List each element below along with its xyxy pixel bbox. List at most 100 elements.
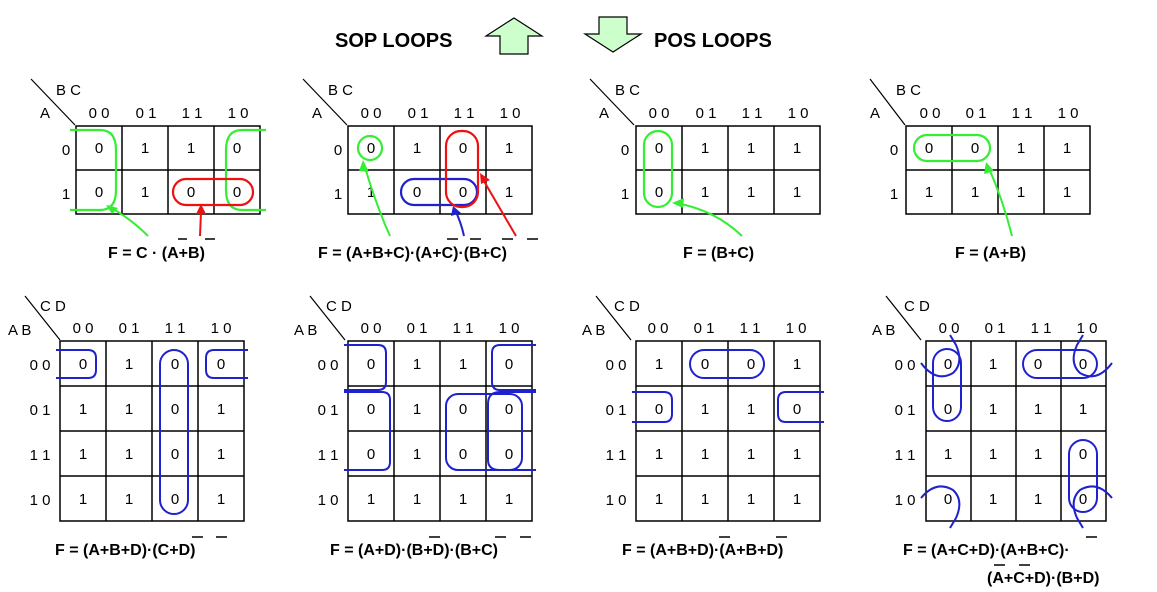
row-var-label: A B xyxy=(872,322,895,339)
green-pointer-arrow xyxy=(987,165,1013,237)
cell: 0 xyxy=(701,356,709,373)
col-header: 0 0 xyxy=(649,105,670,122)
row-var-label: A B xyxy=(294,322,317,339)
cell: 1 xyxy=(125,356,133,373)
col-header: 0 0 xyxy=(648,320,669,337)
cell: 0 xyxy=(971,140,979,157)
col-header: 0 1 xyxy=(985,320,1006,337)
row-header: 0 xyxy=(890,142,898,159)
cell: 1 xyxy=(701,184,709,201)
cell: 1 xyxy=(1079,401,1087,418)
cell: 0 xyxy=(217,356,225,373)
blue-wrap-loop-left xyxy=(56,349,97,379)
cell: 0 xyxy=(367,140,375,157)
kmap-6: C D A B 0 0 0 1 1 1 1 0 0 0 0 1 1 1 1 0 … xyxy=(294,295,536,559)
red-loop xyxy=(171,177,255,207)
cell: 1 xyxy=(1034,446,1042,463)
col-header: 1 0 xyxy=(211,320,232,337)
cell: 0 xyxy=(944,356,952,373)
cell: 1 xyxy=(655,356,663,373)
cell: 1 xyxy=(505,140,513,157)
formula: F = (A+D)·(B+D)·(B+C) xyxy=(330,542,498,559)
blue-wrap-loop-right xyxy=(777,391,824,423)
cell: 0 xyxy=(747,356,755,373)
row-header: 1 xyxy=(890,186,898,203)
cell: 1 xyxy=(747,446,755,463)
cell: 0 xyxy=(95,140,103,157)
row-header: 1 0 xyxy=(30,492,51,509)
cell: 1 xyxy=(413,356,421,373)
cell: 1 xyxy=(1063,140,1071,157)
row-header: 0 1 xyxy=(606,402,627,419)
cell: 0 xyxy=(233,140,241,157)
col-header: 0 0 xyxy=(361,105,382,122)
header: SOP LOOPS POS LOOPS xyxy=(335,16,772,55)
cell: 0 xyxy=(187,184,195,201)
cell: 1 xyxy=(79,446,87,463)
green-wrap-loop-left xyxy=(70,128,118,212)
cell: 1 xyxy=(459,491,467,508)
cell: 0 xyxy=(655,401,663,418)
cell: 1 xyxy=(989,446,997,463)
row-header: 0 0 xyxy=(606,357,627,374)
row-header: 1 1 xyxy=(318,447,339,464)
col-header: 1 0 xyxy=(1077,320,1098,337)
col-header: 1 1 xyxy=(1012,105,1033,122)
green-wrap-loop-right xyxy=(224,128,266,212)
cell: 1 xyxy=(971,184,979,201)
cell: 1 xyxy=(655,491,663,508)
cell: 1 xyxy=(701,446,709,463)
blue-wrap-loop xyxy=(491,344,536,391)
cell: 1 xyxy=(505,184,513,201)
red-loop xyxy=(444,129,480,209)
cell: 1 xyxy=(1063,184,1071,201)
formula: F = (A+B+D)·(C+D) xyxy=(55,542,195,559)
cell: 0 xyxy=(505,356,513,373)
cell: 1 xyxy=(793,140,801,157)
cell: 1 xyxy=(989,356,997,373)
blue-column-loop xyxy=(932,348,962,422)
cell: 1 xyxy=(793,491,801,508)
cell: 1 xyxy=(217,446,225,463)
col-var-label: C D xyxy=(40,298,66,315)
cell: 1 xyxy=(367,184,375,201)
blue-row-loop xyxy=(1022,349,1098,379)
cell: 0 xyxy=(1079,491,1087,508)
cell: 1 xyxy=(125,491,133,508)
cell: 1 xyxy=(187,140,195,157)
cell: 0 xyxy=(95,184,103,201)
cell: 0 xyxy=(1079,446,1087,463)
row-var-label: A B xyxy=(582,322,605,339)
kmap-3: B C A 0 0 0 1 1 1 1 0 0 1 0 1 1 1 0 1 1 … xyxy=(589,78,821,262)
cell: 1 xyxy=(989,401,997,418)
col-var-label: C D xyxy=(326,298,352,315)
cell: 0 xyxy=(944,491,952,508)
cell: 1 xyxy=(1017,184,1025,201)
cell: 1 xyxy=(125,401,133,418)
row-header: 1 0 xyxy=(895,492,916,509)
col-header: 0 1 xyxy=(696,105,717,122)
row-header: 0 0 xyxy=(318,357,339,374)
col-header: 0 1 xyxy=(408,105,429,122)
col-header: 1 1 xyxy=(1031,320,1052,337)
cell: 1 xyxy=(793,446,801,463)
col-header: 1 1 xyxy=(453,320,474,337)
cell: 0 xyxy=(505,446,513,463)
cell: 1 xyxy=(217,401,225,418)
blue-wrap-loop xyxy=(344,344,387,391)
row-var-label: A xyxy=(312,105,322,122)
col-var-label: B C xyxy=(56,82,81,99)
row-header: 0 xyxy=(62,142,70,159)
formula-line-2: (A+C+D)·(B+D) xyxy=(987,570,1099,587)
col-header: 0 0 xyxy=(89,105,110,122)
red-pointer-arrow xyxy=(199,211,202,237)
col-var-label: B C xyxy=(896,82,921,99)
col-var-label: B C xyxy=(328,82,353,99)
col-header: 0 1 xyxy=(694,320,715,337)
formula: F = (B+C) xyxy=(683,245,754,262)
formula: F = (A+B+C)·(A+C)·(B+C) xyxy=(318,245,507,262)
cell: 1 xyxy=(125,446,133,463)
cell: 1 xyxy=(413,491,421,508)
row-header: 0 1 xyxy=(30,402,51,419)
